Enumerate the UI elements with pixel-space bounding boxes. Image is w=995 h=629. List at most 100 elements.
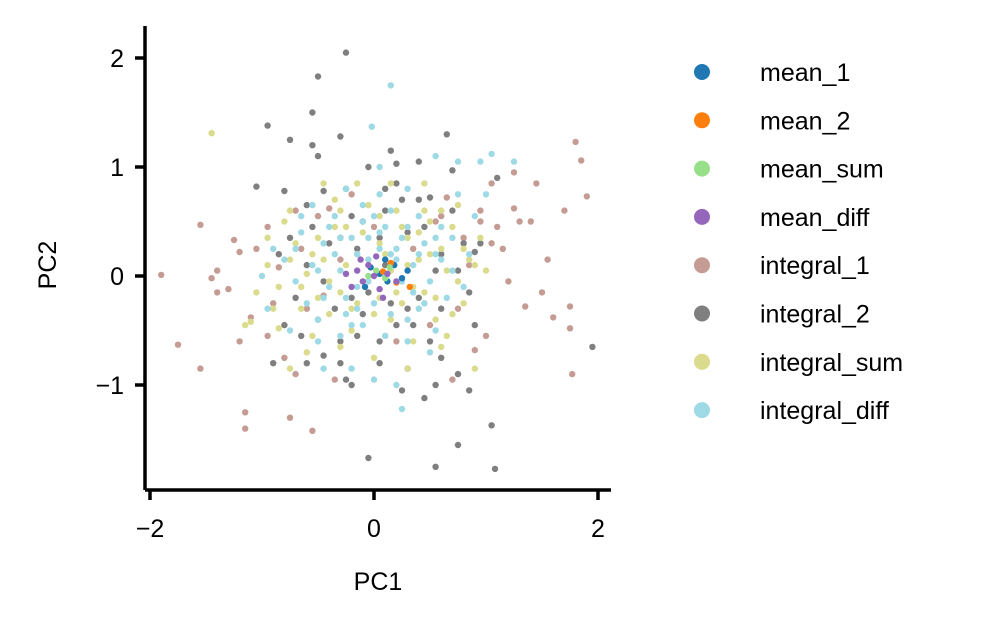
point-integral_sum — [264, 234, 271, 241]
point-integral_1 — [488, 240, 495, 247]
point-integral_1 — [443, 194, 450, 201]
point-integral_1 — [538, 289, 546, 296]
x-axis-label: PC1 — [354, 568, 403, 596]
legend-item-mean_1: mean_1 — [694, 59, 850, 87]
point-integral_diff — [314, 316, 322, 323]
point-integral_diff — [292, 245, 299, 252]
point-integral_1 — [477, 218, 484, 225]
point-integral_1 — [174, 341, 182, 348]
point-integral_2 — [393, 321, 400, 329]
point-integral_2 — [404, 229, 411, 236]
point-integral_1 — [247, 314, 254, 321]
point-integral_diff — [354, 283, 361, 291]
point-integral_sum — [370, 354, 378, 361]
point-integral_diff — [270, 245, 277, 252]
legend-item-mean_sum: mean_sum — [694, 156, 884, 184]
point-integral_diff — [342, 185, 350, 192]
point-integral_diff — [454, 158, 462, 165]
point-integral_1 — [275, 264, 282, 271]
point-integral_diff — [393, 381, 400, 389]
point-integral_1 — [253, 245, 260, 252]
point-integral_diff — [393, 256, 400, 263]
point-integral_diff — [303, 300, 310, 307]
point-integral_diff — [326, 283, 333, 291]
point-integral_1 — [522, 303, 529, 310]
point-integral_1 — [348, 191, 355, 198]
point-integral_1 — [236, 248, 243, 256]
point-mean_1 — [361, 283, 369, 291]
point-integral_1 — [432, 218, 439, 225]
legend-marker — [694, 160, 710, 177]
point-integral_2 — [376, 360, 383, 367]
point-integral_diff — [376, 191, 383, 198]
point-integral_2 — [286, 234, 294, 241]
legend-label: mean_1 — [760, 59, 850, 87]
point-integral_2 — [471, 321, 478, 329]
point-integral_2 — [365, 289, 372, 296]
point-integral_sum — [337, 343, 344, 351]
point-integral_1 — [516, 218, 523, 225]
point-integral_sum — [421, 289, 428, 296]
point-integral_diff — [432, 152, 439, 160]
point-integral_2 — [359, 310, 366, 318]
point-integral_2 — [426, 194, 434, 201]
point-integral_diff — [370, 376, 378, 383]
y-tick-label: −1 — [95, 372, 124, 400]
point-integral_sum — [421, 207, 428, 214]
point-integral_sum — [443, 267, 450, 274]
point-integral_2 — [471, 248, 478, 256]
point-integral_sum — [298, 305, 305, 312]
point-integral_diff — [348, 234, 355, 241]
legend-marker — [694, 208, 710, 225]
point-integral_2 — [286, 136, 294, 143]
point-integral_diff — [376, 163, 383, 171]
point-integral_1 — [298, 245, 305, 252]
point-integral_1 — [197, 365, 204, 372]
point-mean_diff — [370, 272, 378, 280]
point-mean_1 — [382, 256, 389, 263]
legend-marker — [694, 353, 710, 370]
point-integral_1 — [426, 321, 434, 329]
legend-marker — [694, 112, 710, 129]
legend-marker — [694, 64, 710, 80]
point-integral_diff — [410, 261, 417, 269]
point-integral_sum — [432, 294, 439, 301]
point-integral_1 — [499, 245, 506, 252]
point-integral_diff — [387, 251, 394, 258]
point-mean_diff — [359, 278, 366, 285]
point-integral_1 — [242, 409, 249, 416]
point-integral_1 — [158, 271, 165, 279]
point-mean_2 — [406, 283, 413, 291]
point-integral_diff — [298, 229, 305, 236]
point-integral_2 — [376, 338, 383, 345]
point-integral_sum — [242, 321, 249, 329]
point-mean_1 — [398, 275, 406, 282]
point-integral_1 — [337, 256, 344, 263]
point-integral_diff — [365, 278, 372, 285]
point-integral_1 — [471, 346, 478, 354]
point-integral_2 — [491, 465, 499, 473]
point-integral_diff — [454, 191, 462, 198]
point-integral_2 — [309, 223, 316, 231]
point-integral_sum — [404, 365, 411, 372]
point-integral_diff — [298, 212, 305, 220]
point-integral_sum — [449, 223, 456, 231]
point-mean_1 — [404, 267, 411, 274]
point-integral_sum — [331, 196, 338, 203]
point-integral_diff — [354, 305, 361, 312]
point-integral_diff — [320, 365, 327, 372]
point-integral_2 — [488, 422, 495, 429]
point-integral_1 — [494, 223, 501, 231]
point-integral_diff — [286, 327, 294, 334]
point-integral_1 — [264, 223, 271, 231]
point-integral_2 — [382, 185, 389, 192]
point-integral_sum — [393, 289, 400, 296]
point-mean_diff — [365, 261, 372, 269]
point-integral_sum — [432, 316, 439, 323]
point-integral_1 — [533, 180, 540, 187]
point-integral_diff — [292, 278, 299, 285]
point-integral_2 — [398, 196, 406, 203]
point-integral_diff — [258, 272, 266, 280]
point-integral_sum — [376, 240, 383, 247]
